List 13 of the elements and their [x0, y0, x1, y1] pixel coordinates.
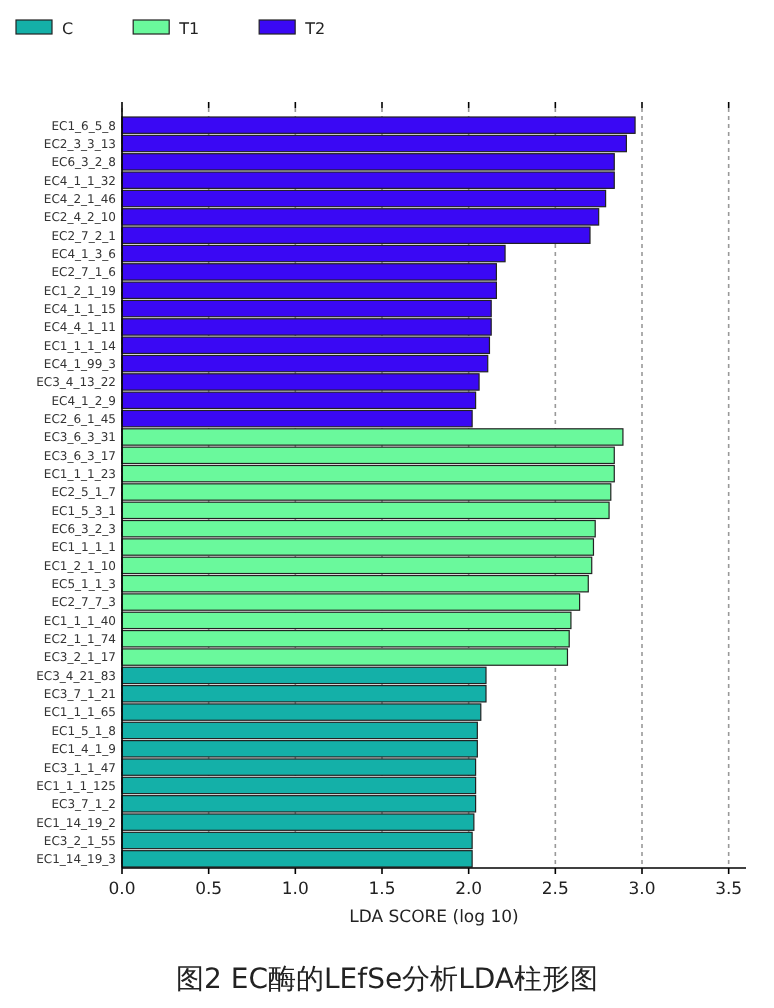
x-tick-label: 2.0	[455, 880, 483, 900]
x-tick-label: 1.0	[281, 880, 309, 900]
x-tick-label: 3.0	[628, 880, 656, 900]
x-tick-label: 0.0	[108, 880, 136, 900]
legend-label: T1	[177, 20, 200, 38]
caption: 图2 EC酶的LEfSe分析LDA柱形图	[176, 964, 598, 996]
x-tick-label: 1.5	[368, 880, 396, 900]
legend-label: T2	[303, 20, 326, 38]
x-tick-label: 0.5	[195, 880, 223, 900]
x-tick-label: 2.5	[541, 880, 569, 900]
x-tick-label: 3.5	[715, 880, 743, 900]
legend-label: C	[62, 20, 74, 38]
x-axis-title: LDA SCORE (log 10)	[349, 908, 519, 928]
